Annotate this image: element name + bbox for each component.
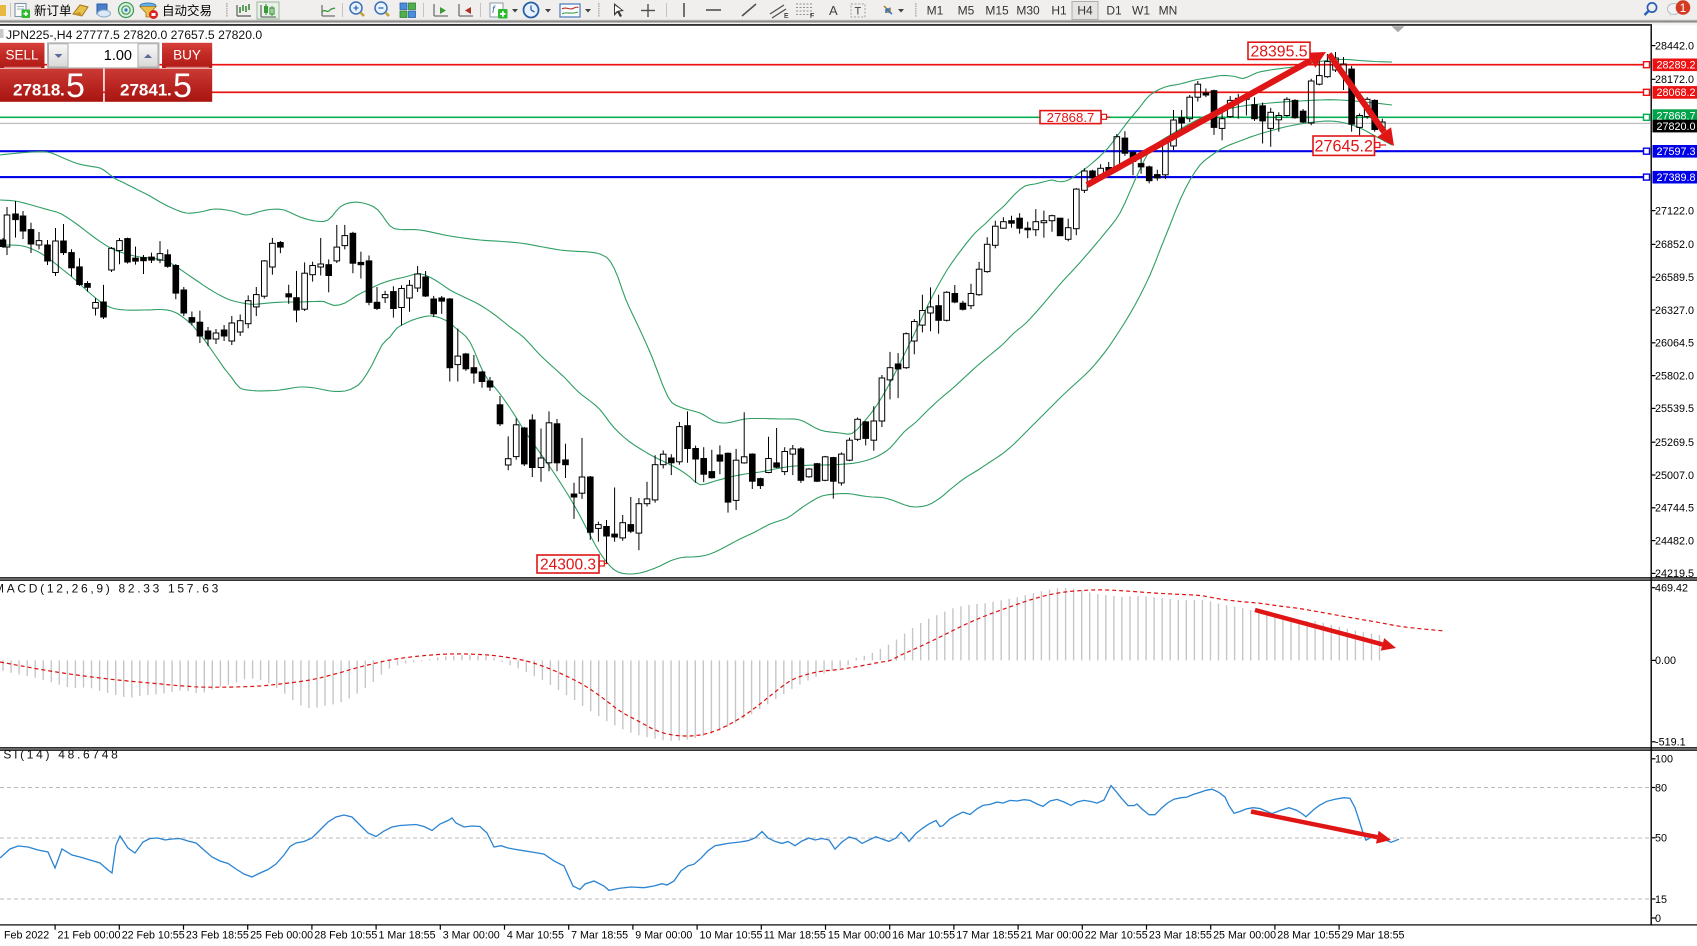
- svg-text:5: 5: [173, 67, 192, 105]
- svg-text:A: A: [829, 3, 838, 18]
- svg-text:1: 1: [1680, 1, 1687, 15]
- svg-text:27389.8: 27389.8: [1657, 172, 1696, 184]
- svg-text:Feb 2022: Feb 2022: [4, 929, 49, 941]
- svg-text:-519.1: -519.1: [1655, 737, 1686, 749]
- svg-text:M1: M1: [927, 4, 944, 18]
- svg-text:50: 50: [1655, 833, 1667, 845]
- svg-text:27841: 27841: [120, 81, 167, 100]
- svg-text:MACD(12,26,9) 82.33 157.63: MACD(12,26,9) 82.33 157.63: [0, 582, 221, 596]
- svg-text:26327.0: 26327.0: [1655, 305, 1694, 317]
- svg-text:24219.5: 24219.5: [1655, 568, 1694, 580]
- svg-text:22 Mar 10:55: 22 Mar 10:55: [1085, 929, 1148, 941]
- svg-text:24300.3: 24300.3: [540, 557, 596, 574]
- svg-text:25007.0: 25007.0: [1655, 470, 1694, 482]
- svg-text:25 Feb 00:00: 25 Feb 00:00: [250, 929, 313, 941]
- svg-text:28068.2: 28068.2: [1657, 87, 1696, 99]
- svg-text:新订单: 新订单: [34, 3, 72, 18]
- svg-text:JPN225-,H4 27777.5 27820.0 27: JPN225-,H4 27777.5 27820.0 27657.5 27820…: [6, 28, 262, 42]
- svg-text:469.42: 469.42: [1655, 583, 1688, 595]
- svg-text:25802.0: 25802.0: [1655, 370, 1694, 382]
- svg-text:0.00: 0.00: [1655, 655, 1676, 667]
- svg-text:27868.7: 27868.7: [1657, 110, 1696, 122]
- svg-text:23 Feb 18:55: 23 Feb 18:55: [186, 929, 249, 941]
- svg-text:25539.5: 25539.5: [1655, 403, 1694, 415]
- svg-text:.: .: [60, 81, 65, 100]
- svg-text:11 Mar 18:55: 11 Mar 18:55: [764, 929, 826, 941]
- svg-text:4 Mar 10:55: 4 Mar 10:55: [507, 929, 564, 941]
- svg-text:80: 80: [1655, 782, 1667, 794]
- svg-text:f: f: [492, 5, 496, 16]
- svg-text:100: 100: [1655, 754, 1673, 766]
- svg-text:D1: D1: [1106, 4, 1122, 18]
- svg-text:21 Mar 00:00: 21 Mar 00:00: [1021, 929, 1084, 941]
- svg-text:24482.0: 24482.0: [1655, 535, 1694, 547]
- svg-text:27597.3: 27597.3: [1657, 146, 1696, 158]
- svg-text:27645.2: 27645.2: [1314, 138, 1373, 156]
- svg-text:M15: M15: [985, 4, 1009, 18]
- svg-text:H4: H4: [1077, 4, 1093, 18]
- svg-text:28442.0: 28442.0: [1655, 40, 1694, 52]
- svg-text:25 Mar 00:00: 25 Mar 00:00: [1213, 929, 1276, 941]
- svg-text:22 Feb 10:55: 22 Feb 10:55: [122, 929, 185, 941]
- svg-text:MN: MN: [1159, 4, 1178, 18]
- svg-text:21 Feb 00:00: 21 Feb 00:00: [58, 929, 121, 941]
- svg-text:28289.2: 28289.2: [1657, 60, 1696, 72]
- svg-text:.: .: [167, 81, 172, 100]
- svg-text:E: E: [784, 13, 789, 20]
- svg-text:H1: H1: [1051, 4, 1067, 18]
- svg-text:17 Mar 18:55: 17 Mar 18:55: [956, 929, 1019, 941]
- svg-text:0: 0: [1655, 913, 1661, 925]
- svg-text:26064.5: 26064.5: [1655, 338, 1694, 350]
- svg-text:1 Mar 18:55: 1 Mar 18:55: [379, 929, 436, 941]
- svg-text:28395.5: 28395.5: [1250, 43, 1307, 60]
- svg-text:自动交易: 自动交易: [162, 3, 212, 18]
- svg-text:23 Mar 18:55: 23 Mar 18:55: [1149, 929, 1212, 941]
- svg-text:15 Mar 00:00: 15 Mar 00:00: [828, 929, 891, 941]
- svg-text:T: T: [855, 6, 862, 18]
- svg-text:24744.5: 24744.5: [1655, 503, 1694, 515]
- svg-text:SELL: SELL: [5, 48, 39, 63]
- svg-text:1.00: 1.00: [104, 48, 132, 64]
- svg-text:16 Mar 10:55: 16 Mar 10:55: [892, 929, 955, 941]
- svg-text:27820.0: 27820.0: [1657, 121, 1696, 133]
- svg-text:RSI(14) 48.6748: RSI(14) 48.6748: [0, 748, 121, 762]
- svg-text:3 Mar 00:00: 3 Mar 00:00: [443, 929, 500, 941]
- svg-text:W1: W1: [1132, 4, 1150, 18]
- svg-text:27818: 27818: [13, 81, 60, 100]
- svg-text:BUY: BUY: [173, 48, 201, 63]
- svg-text:28172.0: 28172.0: [1655, 74, 1694, 86]
- svg-text:15: 15: [1655, 894, 1667, 906]
- svg-text:27868.7: 27868.7: [1047, 110, 1095, 125]
- svg-text:5: 5: [66, 67, 85, 105]
- svg-text:7 Mar 18:55: 7 Mar 18:55: [571, 929, 628, 941]
- svg-text:28 Feb 10:55: 28 Feb 10:55: [314, 929, 377, 941]
- svg-text:27122.0: 27122.0: [1655, 205, 1694, 217]
- svg-text:M5: M5: [958, 4, 975, 18]
- svg-text:29 Mar 18:55: 29 Mar 18:55: [1342, 929, 1405, 941]
- svg-text:26852.0: 26852.0: [1655, 239, 1694, 251]
- svg-text:F: F: [810, 13, 814, 20]
- svg-text:25269.5: 25269.5: [1655, 437, 1694, 449]
- svg-text:M30: M30: [1016, 4, 1040, 18]
- svg-text:28 Mar 10:55: 28 Mar 10:55: [1277, 929, 1340, 941]
- svg-text:9 Mar 00:00: 9 Mar 00:00: [635, 929, 692, 941]
- svg-text:10 Mar 10:55: 10 Mar 10:55: [700, 929, 763, 941]
- svg-text:26589.5: 26589.5: [1655, 272, 1694, 284]
